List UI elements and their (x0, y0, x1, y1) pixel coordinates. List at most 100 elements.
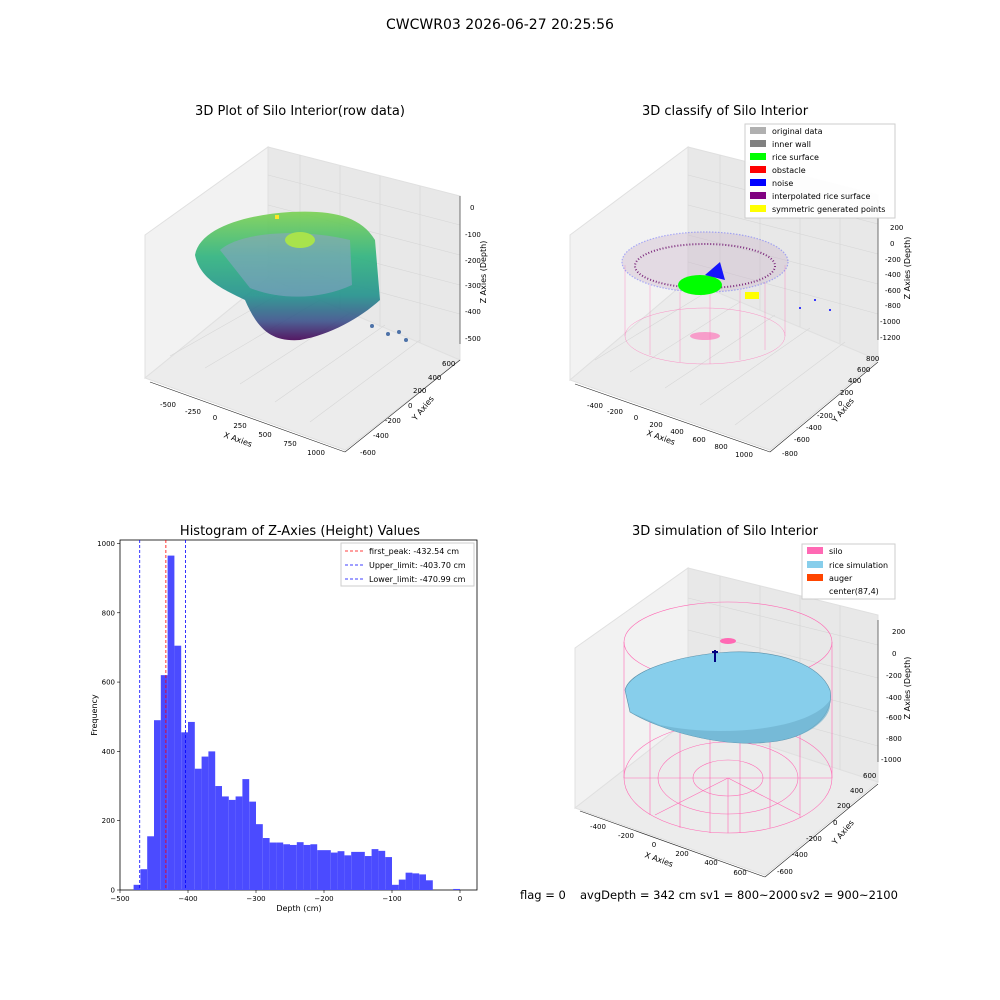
panel1-ztick: -400 (465, 308, 481, 316)
panel1-y-ticks: -600 -400 -200 0 200 400 600 (360, 360, 455, 457)
panel2-ytick: -200 (817, 412, 833, 420)
panel1-z-ticks: 0 -100 -200 -300 -400 -500 (465, 204, 481, 343)
histogram-bar (133, 884, 141, 890)
panel3-ytick-label: 0 (111, 887, 115, 895)
histogram-bar (215, 786, 222, 890)
panel2-ztick: -400 (885, 271, 901, 279)
panel2-ytick: 0 (838, 400, 842, 408)
panel1-point-cloud (195, 211, 408, 342)
status-flag: flag = 0 (520, 888, 566, 902)
histogram-bar (337, 851, 345, 890)
histogram-bar (453, 888, 460, 890)
panel4-ztick: -200 (886, 672, 902, 680)
histogram-bar (364, 856, 372, 890)
histogram-bar (167, 555, 175, 890)
panel4-silo-wireframe (623, 601, 833, 834)
panel2-ytick: 800 (866, 355, 879, 363)
histogram-bars (133, 555, 460, 890)
histogram-bar (358, 851, 365, 890)
figure-title: CWCWR03 2026-06-27 20:25:56 (386, 17, 614, 33)
histogram-bar (249, 801, 256, 890)
histogram-bar (222, 796, 229, 890)
panel4-rice-surface (624, 638, 831, 744)
histogram-bar (317, 850, 324, 890)
panel1-ytick: 0 (408, 402, 412, 410)
panel3-xtick-label: −200 (314, 895, 333, 903)
panel3-legend: first_peak: -432.54 cm Upper_limit: -403… (340, 542, 475, 587)
panel4-xtick: 0 (652, 841, 656, 849)
panel4-z-ticks: 200 0 -200 -400 -600 -800 -1000 (881, 628, 905, 764)
panel1-xtick: 1000 (307, 449, 325, 457)
panel3-xtick-label: −400 (178, 895, 197, 903)
histogram-bar (344, 855, 352, 890)
panel4-zlabel: Z Axies (Depth) (903, 657, 912, 720)
status-avg-depth: avgDepth = 342 cm (580, 888, 697, 902)
panel4-xtick: 200 (675, 850, 688, 858)
panel2-legend-label: interpolated rice surface (772, 192, 870, 201)
panel4-xtick: 400 (704, 859, 717, 867)
panel3-xtick-label: −300 (246, 895, 265, 903)
panel1-xtick: 750 (283, 440, 296, 448)
panel1-title: 3D Plot of Silo Interior(row data) (195, 104, 405, 119)
panel3-title: Histogram of Z-Axies (Height) Values (179, 524, 421, 539)
panel4-legend-swatch-1 (807, 561, 823, 568)
panel2-title: 3D classify of Silo Interior (641, 104, 809, 119)
panel2-legend-label: original data (772, 127, 823, 136)
histogram-bar (351, 851, 358, 890)
histogram-vlines (139, 540, 186, 890)
panel1-ytick: 400 (428, 374, 441, 382)
panel3-xlabel: Depth (cm) (276, 904, 321, 913)
panel2-legend-label: inner wall (772, 140, 811, 149)
panel2-ztick: -1200 (880, 334, 900, 342)
panel3-axes: −500 −400 −300 −200 −100 0 0 200 400 600 800 1000 (97, 539, 478, 903)
panel4-xtick: -400 (590, 823, 606, 831)
histogram-bar (154, 720, 161, 890)
panel1-xlabel: X Axies (222, 430, 253, 449)
panel4-legend-label: silo (829, 547, 843, 556)
panel2-legend-label: symmetric generated points (772, 205, 885, 214)
panel2-xtick: 400 (670, 428, 683, 436)
panel2-xtick: -200 (607, 408, 623, 416)
panel2-legend-swatch-1 (750, 140, 766, 147)
histogram-bar (269, 842, 277, 890)
panel3-ytick-label: 600 (102, 679, 115, 687)
panel3-y-ticks: 0 200 400 600 800 1000 (97, 540, 120, 895)
panel2-z-ticks: 200 0 -200 -400 -600 -800 -1000 -1200 (880, 224, 903, 342)
histogram-bar (324, 850, 331, 890)
histogram-bar (194, 768, 202, 890)
panel4-ytick: -600 (777, 868, 793, 876)
panel4-xtick: 600 (733, 869, 746, 877)
panel3-ytick-label: 800 (102, 609, 115, 617)
histogram-bar (426, 880, 433, 890)
panel4-ztick: -600 (886, 714, 902, 722)
histogram-bar (412, 873, 420, 890)
histogram-bar (256, 824, 263, 890)
histogram-bar (262, 838, 270, 890)
histogram-bar (330, 852, 338, 890)
panel3-ytick-label: 400 (102, 748, 115, 756)
panel4-ytick: 600 (863, 772, 876, 780)
panel2-xtick: 1000 (735, 451, 753, 459)
histogram-bar (419, 874, 426, 890)
histogram-bar (208, 751, 216, 890)
histogram-bar (160, 675, 168, 890)
status-sv1: sv1 = 800~2000 (700, 888, 798, 902)
panel4-ytick: 0 (833, 819, 837, 827)
histogram-bar (310, 844, 318, 890)
panel4-x-ticks: -400 -200 0 200 400 600 (590, 823, 747, 877)
panel4-title: 3D simulation of Silo Interior (632, 524, 818, 539)
panel4-ztick: -400 (886, 694, 902, 702)
panel3-ylabel: Frequency (90, 694, 99, 736)
panel4-ztick: -800 (886, 735, 902, 743)
panel2-ztick: -200 (885, 256, 901, 264)
histogram-bar (276, 842, 284, 890)
panel2-legend-swatch-3 (750, 166, 766, 173)
histogram-bar (290, 844, 297, 890)
panel1-ytick: 200 (413, 387, 426, 395)
panel2-x-ticks: -400 -200 0 200 400 600 800 1000 (587, 402, 753, 459)
panel2-xtick: 200 (649, 421, 662, 429)
panel1-xtick: 250 (233, 422, 246, 430)
legend-label-lower: Lower_limit: -470.99 cm (369, 575, 466, 584)
panel4-legend-label: rice simulation (829, 561, 888, 570)
histogram-bar (181, 732, 188, 890)
